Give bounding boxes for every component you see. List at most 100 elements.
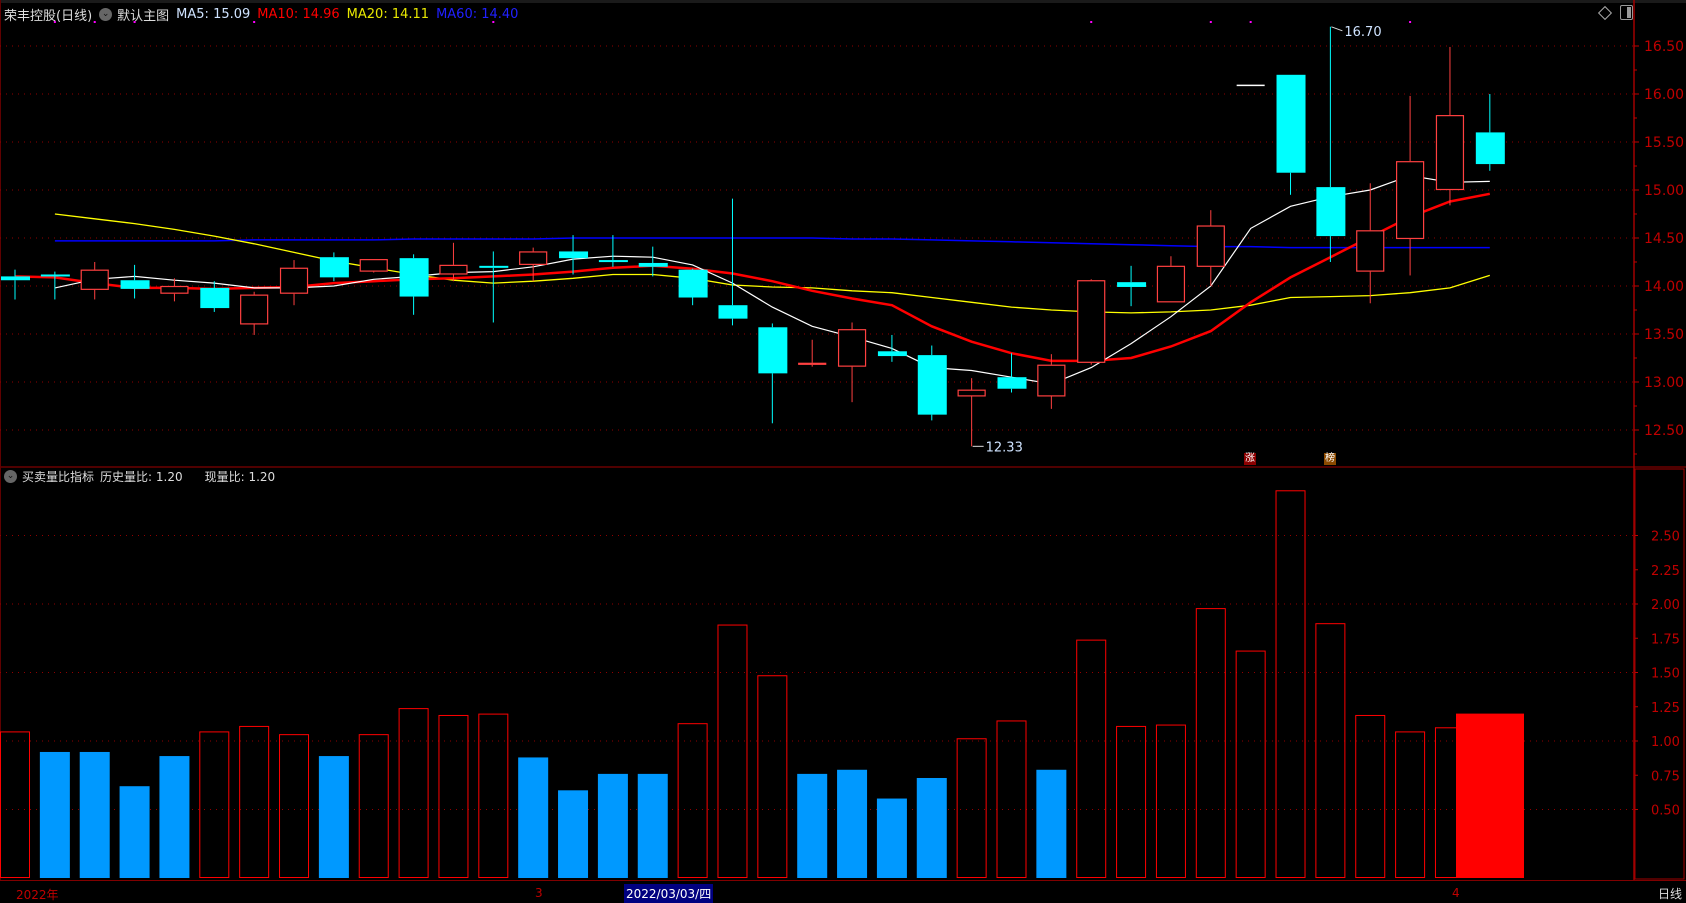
indicator-tick-label: 0.50 bbox=[1651, 804, 1680, 819]
indicator-tick-label: 1.00 bbox=[1651, 735, 1680, 750]
volume-ratio-bar bbox=[398, 708, 429, 878]
ma60-line bbox=[54, 237, 1490, 249]
date-label-year: 2022年 bbox=[16, 888, 59, 902]
candle-body-down bbox=[559, 251, 589, 259]
volume-ratio-bar bbox=[318, 756, 349, 878]
candle-body-up bbox=[1395, 161, 1425, 240]
volume-ratio-bar bbox=[1155, 724, 1186, 878]
low-price-label: 12.33 bbox=[986, 440, 1023, 455]
candle-body-up bbox=[279, 267, 309, 294]
candle-body-down bbox=[120, 280, 150, 289]
event-marker bbox=[492, 21, 495, 23]
volume-ratio-bar bbox=[876, 798, 907, 878]
candle-body-up bbox=[240, 294, 269, 325]
candle-body-up bbox=[519, 251, 548, 265]
candle-body-down bbox=[40, 274, 70, 277]
volume-ratio-bar bbox=[1076, 639, 1107, 878]
date-label-april: 4 bbox=[1452, 886, 1460, 900]
volume-ratio-bar bbox=[1116, 725, 1147, 878]
period-selector[interactable]: 日线 bbox=[1657, 887, 1682, 901]
high-price-label: 16.70 bbox=[1344, 25, 1381, 40]
volume-ratio-bar bbox=[558, 790, 589, 878]
candle-body-down bbox=[1276, 74, 1306, 173]
candle-body-down bbox=[1475, 132, 1505, 165]
candle-body-down bbox=[399, 258, 429, 297]
candle-body-down bbox=[1117, 282, 1147, 287]
volume-ratio-bar bbox=[0, 731, 30, 878]
ma20-line bbox=[54, 213, 1490, 314]
volume-ratio-bar bbox=[916, 777, 947, 878]
candle-body-down bbox=[877, 351, 907, 357]
volume-ratio-bar bbox=[797, 773, 828, 878]
indicator-axis-frame bbox=[1634, 468, 1685, 880]
price-tick-label: 15.50 bbox=[1644, 135, 1684, 151]
event-marker bbox=[1209, 21, 1212, 23]
candle-body-down bbox=[638, 262, 668, 267]
indicator-tick-label: 2.25 bbox=[1651, 564, 1680, 579]
candle-body-up bbox=[798, 362, 827, 365]
event-marker bbox=[93, 21, 96, 23]
limit-up-badge[interactable]: 涨 bbox=[1244, 453, 1256, 465]
candle-body-down bbox=[319, 257, 349, 278]
price-tick-label: 12.50 bbox=[1644, 423, 1684, 439]
stock-title[interactable]: 荣丰控股(日线) bbox=[4, 8, 93, 24]
ma5-value: MA5: 15.09 bbox=[176, 6, 251, 22]
indicator-tick-label: 0.75 bbox=[1651, 769, 1680, 784]
candle-body-down bbox=[1, 276, 30, 281]
event-marker bbox=[1090, 21, 1093, 23]
chevron-down-icon[interactable]: ⌄ bbox=[4, 469, 17, 483]
candle-body-down bbox=[678, 269, 708, 298]
price-tick-label: 15.00 bbox=[1644, 183, 1684, 199]
candle-body-up bbox=[1156, 265, 1186, 303]
ma60-value: MA60: 14.40 bbox=[436, 6, 519, 22]
indicator-name[interactable]: 买卖量比指标 bbox=[22, 469, 95, 484]
main-chart-header: 荣丰控股(日线) ⌄ 默认主图 MA5: 15.09 MA10: 14.96 M… bbox=[4, 5, 525, 24]
volume-ratio-bar bbox=[677, 723, 708, 878]
candle-body-up bbox=[957, 389, 986, 397]
volume-ratio-bar bbox=[597, 773, 628, 878]
candle-body-down bbox=[917, 355, 947, 415]
volume-ratio-bar bbox=[1355, 714, 1386, 878]
event-marker bbox=[53, 21, 56, 23]
event-marker bbox=[1249, 21, 1252, 23]
candle-body-down bbox=[1316, 187, 1346, 237]
candle-body-up bbox=[160, 285, 189, 294]
volume-ratio-bar bbox=[1395, 731, 1426, 878]
selected-date: 2022/03/03/四 bbox=[624, 884, 714, 903]
volume-ratio-bar bbox=[637, 773, 668, 878]
candle-body-up bbox=[439, 264, 468, 275]
volume-ratio-bar bbox=[1235, 650, 1266, 879]
candle-body-up bbox=[1435, 115, 1465, 191]
indicator-header: ⌄ 买卖量比指标 历史量比: 1.20 现量比: 1.20 bbox=[4, 468, 281, 484]
indicator-tick-label: 1.75 bbox=[1651, 632, 1680, 647]
event-marker bbox=[1409, 21, 1412, 23]
volume-ratio-bar bbox=[438, 714, 469, 878]
ranking-badge[interactable]: 榜 bbox=[1324, 453, 1336, 465]
candle-body-down bbox=[997, 377, 1027, 389]
volume-ratio-bar bbox=[478, 713, 509, 878]
volume-ratio-bar bbox=[239, 725, 270, 878]
ma20-value: MA20: 14.11 bbox=[346, 6, 430, 22]
volume-ratio-bar bbox=[119, 786, 150, 878]
candle-body-up bbox=[1037, 364, 1066, 397]
ma10-value: MA10: 14.96 bbox=[257, 6, 340, 22]
volume-ratio-bar bbox=[279, 734, 310, 879]
date-axis: 2022年 3 2022/03/03/四 4 日线 bbox=[0, 880, 1686, 903]
volume-ratio-bar bbox=[358, 734, 389, 879]
volume-ratio-bar bbox=[199, 731, 230, 878]
price-tick-label: 13.00 bbox=[1644, 375, 1684, 391]
volume-ratio-bar bbox=[1275, 490, 1306, 878]
volume-ratio-bar bbox=[956, 738, 987, 879]
template-selector[interactable]: 默认主图 bbox=[117, 8, 170, 24]
price-tick-label: 14.50 bbox=[1644, 231, 1684, 247]
candle-body-down bbox=[200, 287, 230, 309]
candle-body-down bbox=[479, 265, 509, 268]
price-tick-label: 14.00 bbox=[1644, 279, 1684, 295]
volume-ratio-bar bbox=[159, 756, 190, 878]
chevron-down-icon[interactable]: ⌄ bbox=[99, 7, 113, 21]
volume-ratio-bar bbox=[1315, 623, 1346, 878]
candle-body-down bbox=[718, 305, 748, 319]
volume-ratio-bar bbox=[518, 757, 549, 878]
panel-toggle-icon[interactable] bbox=[1620, 5, 1633, 20]
